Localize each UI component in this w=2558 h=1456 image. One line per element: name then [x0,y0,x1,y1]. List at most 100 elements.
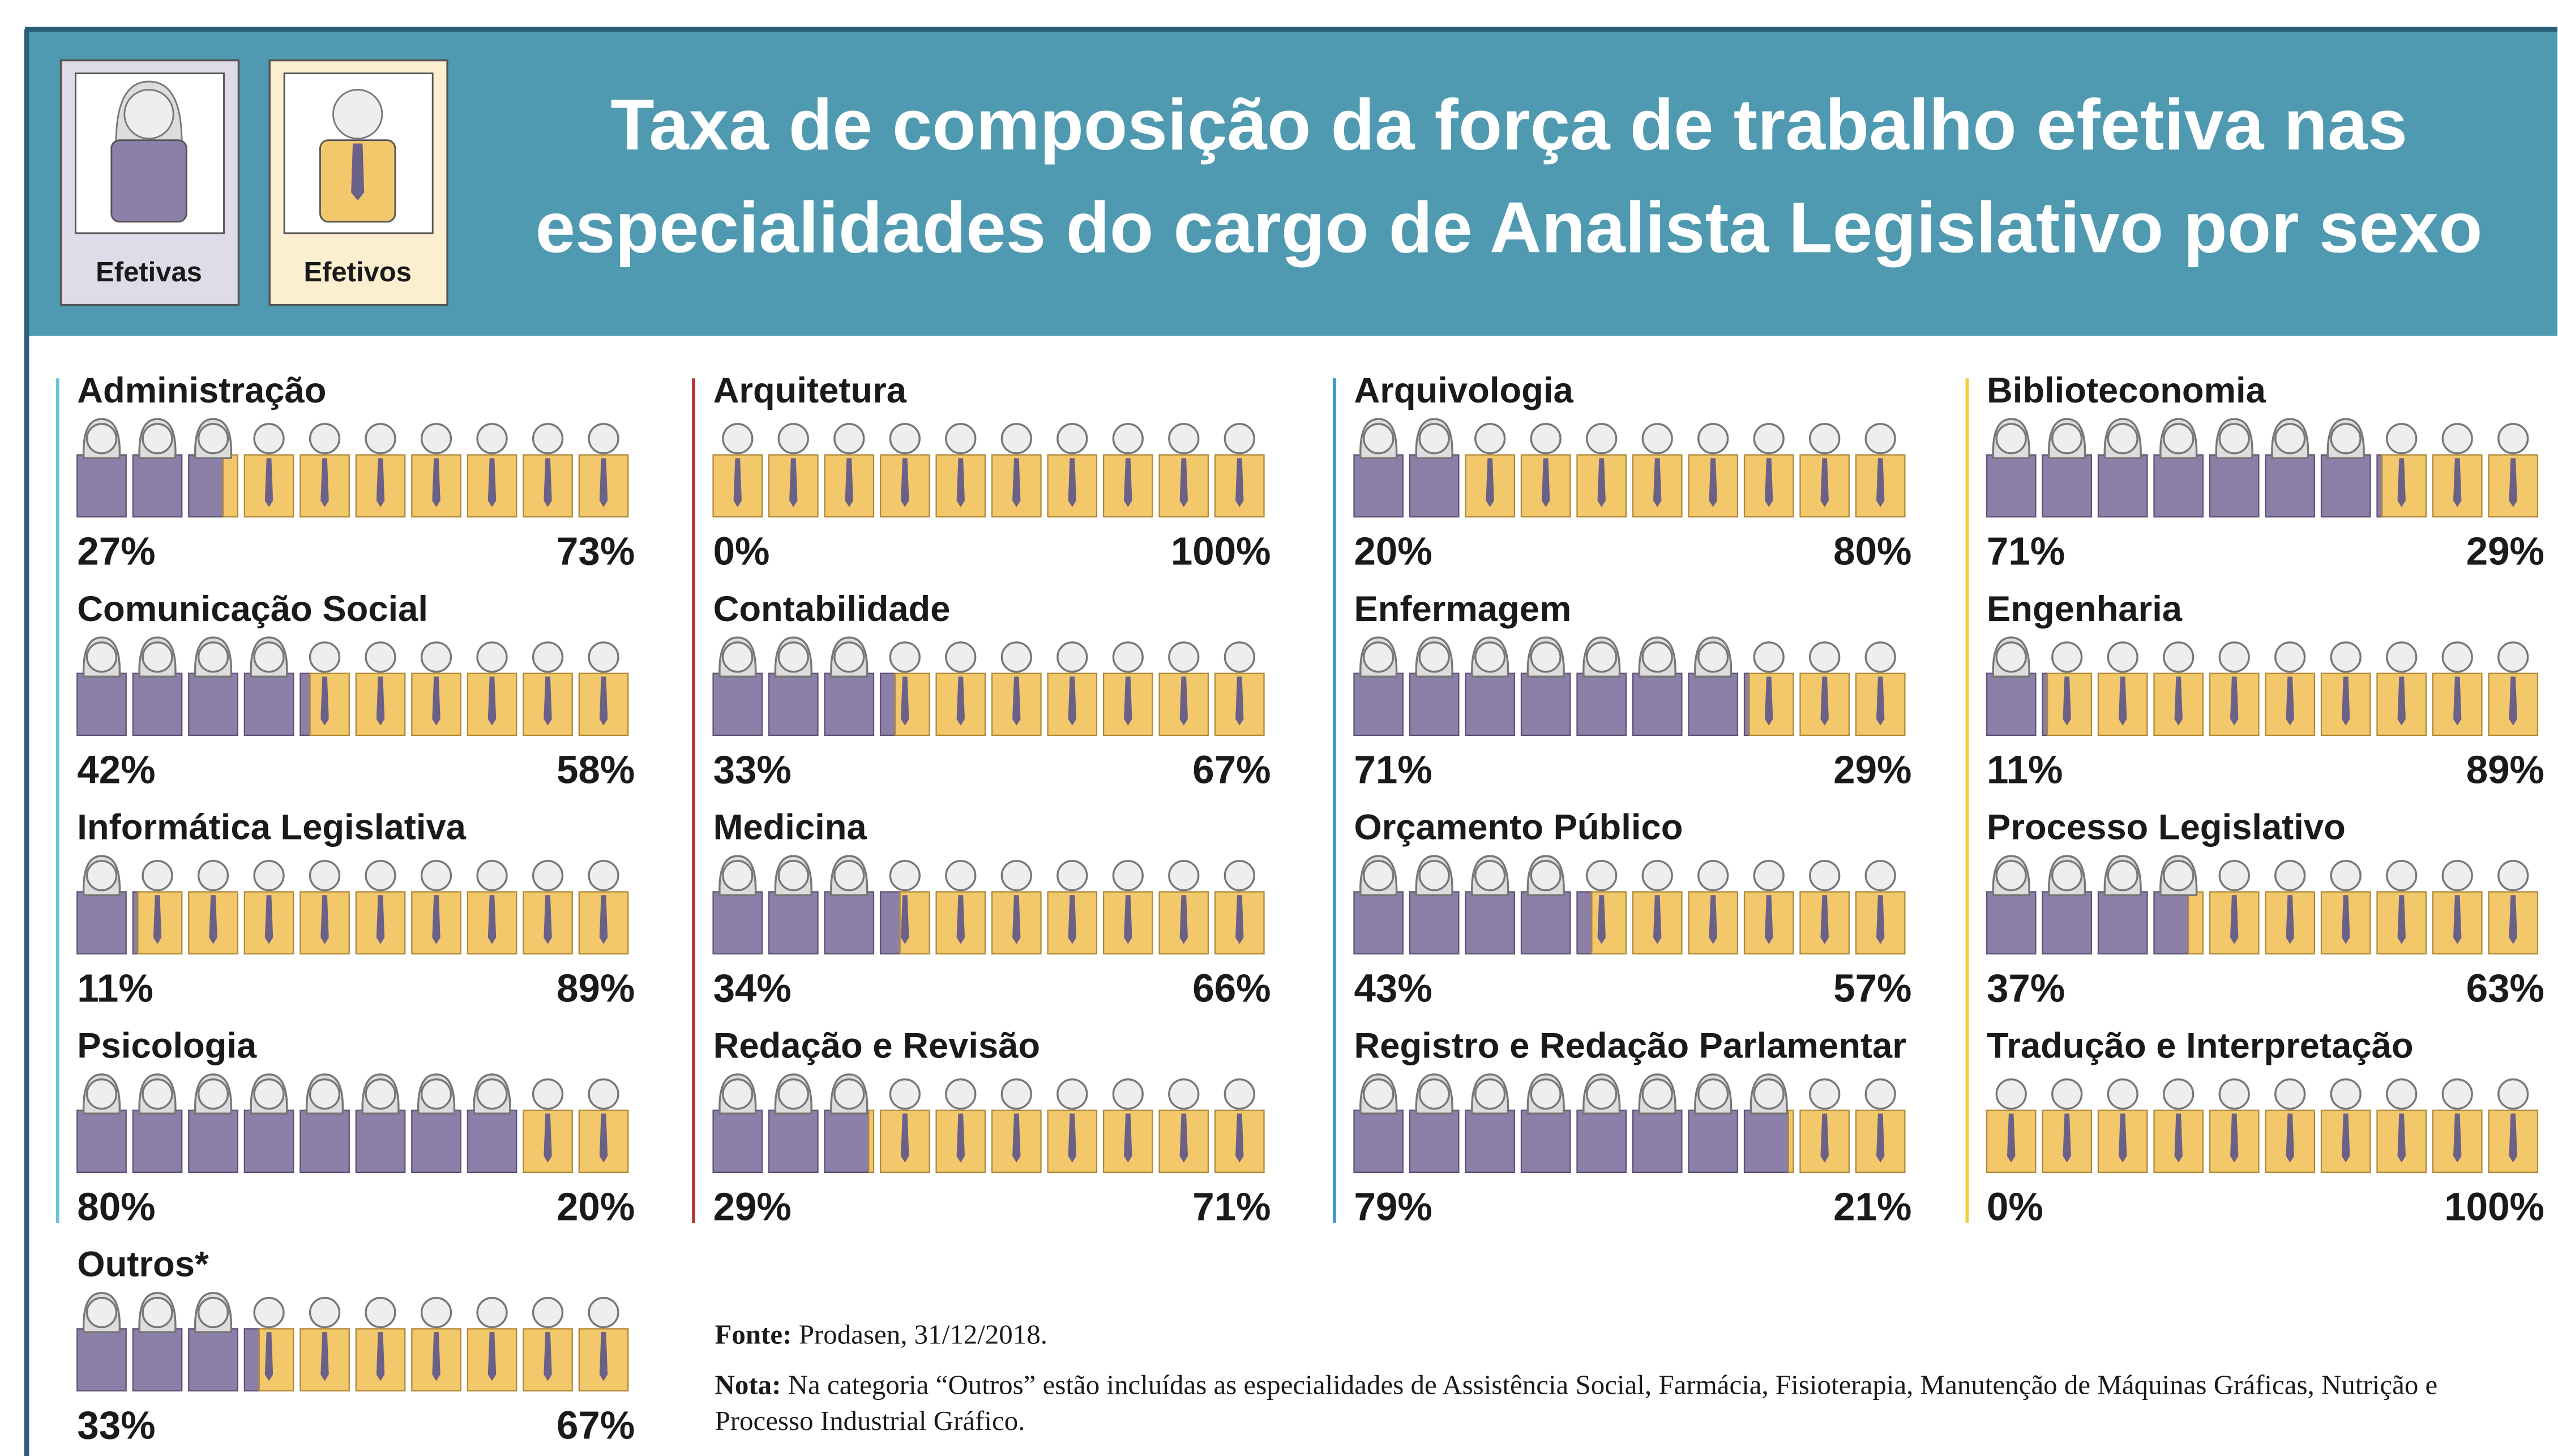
head [2274,641,2306,673]
female-part [300,673,311,736]
tie [320,1332,329,1381]
head [1474,641,1506,673]
tie [432,458,440,507]
category-label: Outros* [77,1245,209,1284]
tie [1709,458,1717,507]
female-value-label: 29% [713,1184,792,1228]
female-part [712,891,763,955]
head [2274,860,2306,892]
tie [956,458,965,507]
male-value-label: 100% [1171,529,1271,573]
figure-details [1359,855,1896,944]
male-share [1465,454,1906,518]
tie [320,458,329,507]
male-value-label: 29% [2466,529,2544,573]
tie [2342,676,2350,726]
category-label: Medicina [713,808,867,847]
item: Comunicação Social 42% 58% [76,589,635,791]
head [532,641,564,673]
tie [2509,458,2517,507]
head [85,641,118,673]
head [253,1296,285,1329]
tie [1068,895,1076,944]
female-part [1576,1110,1627,1174]
category-label: Tradução e Interpretação [1987,1026,2414,1066]
tie [376,1332,385,1381]
tie [599,1114,608,1163]
female-part [1986,454,2037,518]
tie [2453,676,2462,726]
tie [1876,895,1885,944]
tie [432,895,440,944]
female-value-label: 11% [1987,747,2063,791]
head [2051,860,2083,892]
female-value-label: 33% [713,747,792,791]
category-label: Engenharia [1987,589,2183,629]
tie [1820,676,1829,726]
head [833,1078,865,1110]
female-part [1688,673,1739,736]
tie [432,676,440,726]
figure-details [1992,636,2529,726]
head [2051,641,2083,673]
female-part [1409,454,1460,518]
female-share [76,1110,517,1174]
tie [1820,895,1829,944]
male-part [309,673,350,736]
tie [599,895,608,944]
category-label: Orçamento Público [1354,808,1683,847]
head [365,423,396,455]
figure-details [1992,418,2529,507]
female-part [1986,891,2037,955]
figure-details [718,1073,1255,1163]
head [777,641,809,673]
female-part [2320,454,2371,518]
item: Redação e Revisão 29% 71% [712,1026,1271,1228]
male-part [1591,891,1627,955]
female-part [2042,891,2093,955]
tie [1765,676,1773,726]
tie [1653,458,1662,507]
figure-details [82,855,619,944]
female-part [188,1110,238,1174]
female-part [1520,891,1571,955]
female-part [243,1110,294,1174]
female-value-label: 0% [1987,1184,2043,1228]
female-share [712,1110,870,1174]
tie [376,895,385,944]
head [1697,860,1729,892]
item: Enfermagem 71% 29% [1353,589,1912,791]
head [365,1078,396,1110]
head [777,423,809,455]
tie [1012,458,1021,507]
tie [2230,1114,2239,1163]
tie [544,458,552,507]
head [1586,1078,1618,1110]
item: Processo Legislativo 37% 63% [1986,808,2544,1010]
tie [1124,895,1132,944]
head [142,1296,173,1329]
tie [2007,1114,2016,1163]
female-part [243,673,294,736]
head [1363,1078,1395,1110]
tie [901,895,909,944]
female-part [2153,454,2204,518]
female-part [1743,1110,1789,1174]
head [1112,1078,1144,1110]
female-part [879,673,896,736]
head [476,641,508,673]
head [1697,641,1729,673]
head [2441,860,2473,892]
head [1530,860,1562,892]
female-part [2042,454,2093,518]
figure-details [82,1073,619,1163]
tie [1709,895,1717,944]
item: Registro e Redação Parlamentar 79% 21% [1353,1026,1912,1228]
female-part [132,454,183,518]
male-part [1787,1110,1794,1174]
head [197,1296,229,1329]
female-part [1465,891,1516,955]
head [1530,1078,1562,1110]
female-value-label: 71% [1987,529,2065,573]
figure-details [82,636,619,726]
